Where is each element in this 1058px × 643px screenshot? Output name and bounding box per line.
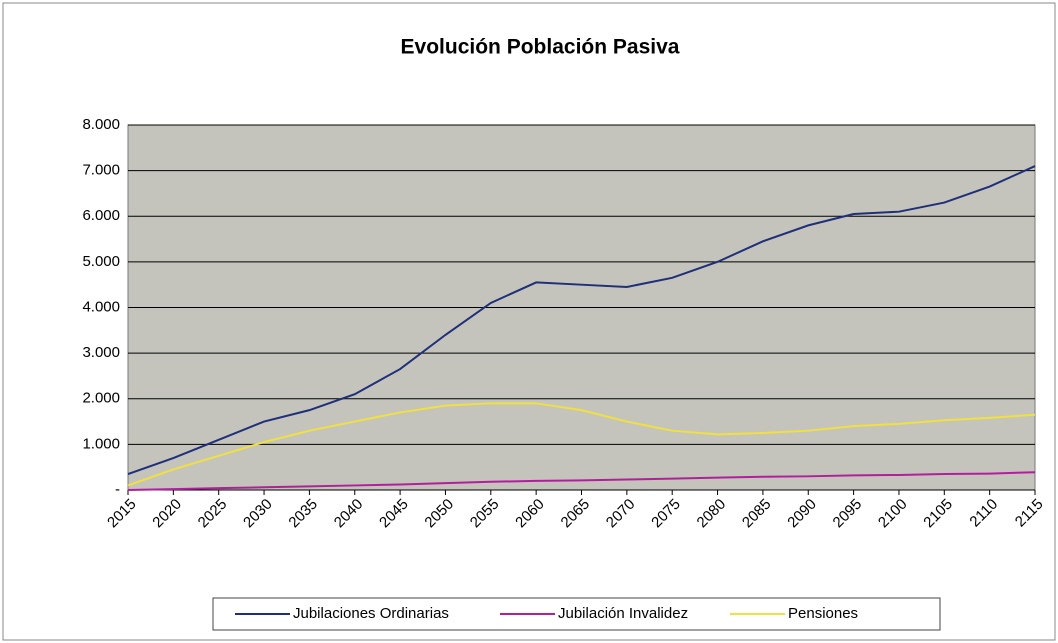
y-tick-label: 6.000: [82, 207, 120, 224]
y-tick-label: 8.000: [82, 116, 120, 133]
legend-label: Pensiones: [788, 605, 858, 622]
y-tick-label: 3.000: [82, 344, 120, 361]
y-tick-label: 2.000: [82, 390, 120, 407]
y-tick-label: 4.000: [82, 298, 120, 315]
legend-box: [212, 597, 941, 631]
y-tick-label: 5.000: [82, 253, 120, 270]
series-line: [127, 471, 1036, 491]
chart-title: Evolución Población Pasiva: [401, 36, 680, 59]
y-tick-label: 7.000: [82, 162, 120, 179]
y-tick-label: -: [115, 481, 120, 498]
legend-label: Jubilación Invalidez: [558, 605, 688, 622]
legend-label: Jubilaciones Ordinarias: [293, 605, 449, 622]
y-tick-label: 1.000: [82, 435, 120, 452]
series-line: [127, 165, 1036, 475]
series-line: [127, 402, 1036, 487]
